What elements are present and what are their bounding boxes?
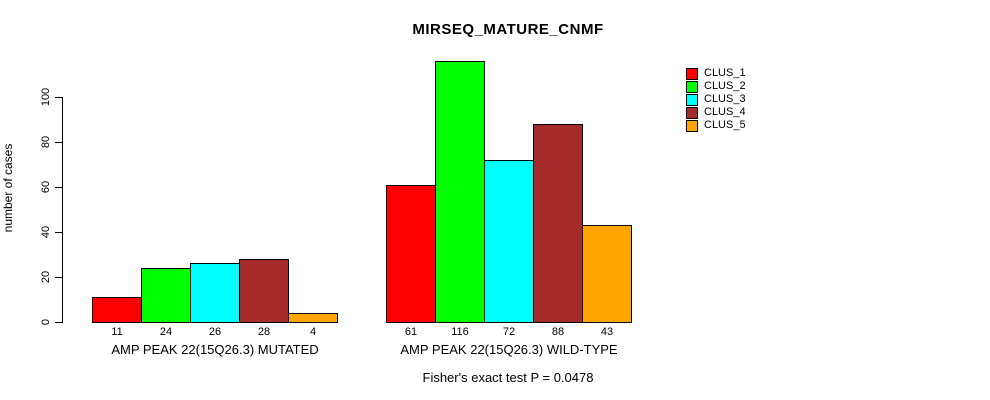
bar-value-label: 61	[404, 326, 418, 338]
y-tick-mark	[55, 277, 62, 278]
bar-CLUS_2-AMP PEAK 22(15Q26.3) MUTATED	[141, 268, 191, 323]
chart-title: MIRSEQ_MATURE_CNMF	[412, 21, 604, 38]
y-axis-line	[62, 97, 63, 323]
y-tick-mark	[55, 97, 62, 98]
bar-CLUS_4-AMP PEAK 22(15Q26.3) WILD-TYPE	[533, 124, 583, 323]
legend-label: CLUS_3	[704, 93, 746, 105]
bar-CLUS_4-AMP PEAK 22(15Q26.3) MUTATED	[239, 259, 289, 323]
legend-item-CLUS_1: CLUS_1	[686, 67, 746, 80]
bar-value-label: 28	[257, 326, 271, 338]
bar-CLUS_5-AMP PEAK 22(15Q26.3) MUTATED	[288, 313, 338, 323]
category-label: AMP PEAK 22(15Q26.3) MUTATED	[111, 342, 319, 357]
legend-swatch-CLUS_2	[686, 80, 698, 93]
legend-label: CLUS_2	[704, 80, 746, 92]
y-tick-label: 60	[40, 180, 52, 194]
legend-item-CLUS_5: CLUS_5	[686, 119, 746, 132]
legend-swatch-CLUS_4	[686, 106, 698, 119]
bar-value-label: 116	[451, 326, 469, 338]
bar-value-label: 43	[600, 326, 614, 338]
legend-item-CLUS_3: CLUS_3	[686, 93, 746, 106]
legend-item-CLUS_4: CLUS_4	[686, 106, 746, 119]
bar-CLUS_1-AMP PEAK 22(15Q26.3) WILD-TYPE	[386, 185, 436, 323]
fisher-test-annotation: Fisher's exact test P = 0.0478	[422, 370, 594, 385]
bar-value-label: 24	[159, 326, 173, 338]
legend-swatch-CLUS_1	[686, 67, 698, 80]
bar-value-label: 11	[111, 326, 123, 338]
bar-CLUS_2-AMP PEAK 22(15Q26.3) WILD-TYPE	[435, 61, 485, 323]
legend-swatch-CLUS_5	[686, 119, 698, 132]
y-tick-label: 40	[40, 225, 52, 239]
y-tick-label: 20	[40, 270, 52, 284]
category-label: AMP PEAK 22(15Q26.3) WILD-TYPE	[400, 342, 618, 357]
y-axis-label: number of cases	[1, 143, 15, 233]
bar-CLUS_3-AMP PEAK 22(15Q26.3) MUTATED	[190, 263, 240, 323]
y-tick-mark	[55, 232, 62, 233]
legend-item-CLUS_2: CLUS_2	[686, 80, 746, 93]
y-tick-label: 0	[40, 318, 52, 326]
legend-swatch-CLUS_3	[686, 93, 698, 106]
y-tick-mark	[55, 187, 62, 188]
legend-label: CLUS_5	[704, 119, 746, 131]
bar-CLUS_3-AMP PEAK 22(15Q26.3) WILD-TYPE	[484, 160, 534, 323]
y-tick-label: 100	[40, 87, 52, 107]
y-tick-mark	[55, 142, 62, 143]
legend-label: CLUS_1	[704, 67, 746, 79]
bar-value-label: 88	[551, 326, 565, 338]
bar-CLUS_1-AMP PEAK 22(15Q26.3) MUTATED	[92, 297, 142, 323]
bar-value-label: 26	[208, 326, 222, 338]
bar-value-label: 72	[502, 326, 516, 338]
y-tick-mark	[55, 322, 62, 323]
y-tick-label: 80	[40, 135, 52, 149]
legend-label: CLUS_4	[704, 106, 746, 118]
bar-value-label: 4	[309, 326, 317, 338]
bar-CLUS_5-AMP PEAK 22(15Q26.3) WILD-TYPE	[582, 225, 632, 323]
